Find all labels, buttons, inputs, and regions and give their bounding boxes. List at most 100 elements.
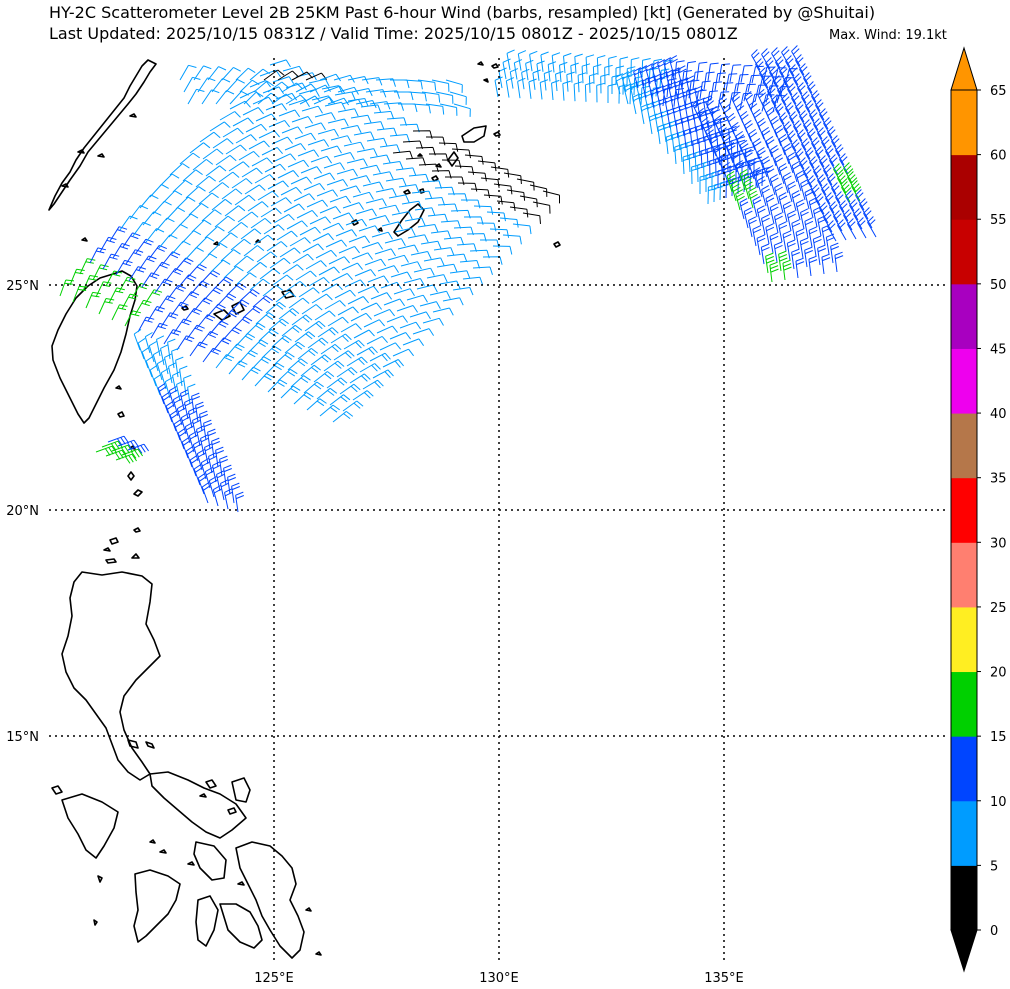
wind-barb (577, 72, 587, 93)
wind-barb (211, 437, 220, 459)
wind-barb (380, 281, 403, 290)
wind-barb (211, 78, 231, 93)
wind-barb (353, 131, 375, 140)
wind-barb (215, 446, 224, 468)
wind-barb (316, 189, 339, 197)
wind-barb (179, 365, 188, 387)
wind-barb (354, 269, 377, 277)
wind-barb (433, 247, 455, 256)
wind-barb (837, 172, 848, 194)
wind-barb (805, 147, 815, 169)
wind-barb (847, 171, 858, 193)
wind-barb (204, 467, 214, 489)
wind-barb (101, 440, 124, 451)
wind-barb (164, 353, 173, 375)
wind-barb (774, 124, 784, 147)
wind-barb (109, 226, 128, 242)
wind-barb (218, 171, 240, 183)
wind-barb (467, 171, 487, 182)
wind-barb (168, 223, 188, 238)
wind-barb (269, 257, 291, 269)
wind-barb (731, 93, 741, 115)
wind-barb (757, 146, 766, 169)
wind-barb (203, 419, 212, 441)
wind-barb (585, 54, 595, 75)
wind-barb (473, 205, 494, 215)
wind-barb (222, 326, 242, 341)
wind-barb (739, 169, 750, 191)
colorbar-tick-label: 50 (990, 278, 1007, 293)
wind-barb (160, 368, 169, 390)
wind-barb (789, 64, 799, 86)
wind-barb (145, 355, 154, 378)
wind-barb (677, 65, 687, 87)
wind-barb (196, 425, 205, 447)
wind-barb (259, 268, 281, 280)
wind-barb (262, 285, 284, 297)
wind-barb (777, 84, 787, 106)
wind-barb (326, 179, 349, 187)
wind-barb (761, 214, 770, 236)
wind-barb (411, 103, 431, 114)
wind-barb (726, 171, 737, 193)
wind-barb (791, 219, 801, 241)
wind-barb (237, 211, 259, 223)
wind-barb (243, 91, 264, 105)
wind-barb (793, 73, 803, 95)
wind-barb (161, 391, 171, 414)
wind-barb (185, 445, 195, 468)
wind-barb (427, 213, 449, 223)
wind-barb (245, 322, 266, 336)
mindoro-outline (61, 793, 119, 859)
wind-barb (773, 241, 783, 263)
wind-barb (800, 208, 809, 230)
wind-barb (272, 274, 294, 286)
wind-barb (95, 445, 118, 456)
wind-barb (188, 407, 197, 429)
wind-barb (713, 143, 723, 166)
wind-barb (225, 343, 245, 358)
wind-barb (287, 358, 308, 371)
wind-barb (779, 65, 789, 87)
wind-barb (187, 383, 196, 405)
colorbar-segment (951, 671, 977, 737)
wind-barb (187, 88, 205, 105)
wind-barb (111, 304, 128, 321)
wind-barb (782, 259, 792, 281)
wind-barb (203, 286, 223, 301)
wind-barb (183, 374, 192, 396)
wind-barb (439, 103, 458, 116)
lon-label-130: 130°E (479, 971, 519, 986)
wind-barb (263, 224, 285, 235)
wind-barb (278, 109, 301, 118)
wind-barb (781, 46, 791, 68)
wind-barb (779, 112, 789, 134)
wind-barb (761, 126, 771, 149)
wind-barb (414, 207, 436, 216)
wind-barb (291, 116, 314, 124)
wind-barb (179, 152, 200, 165)
wind-barb (149, 184, 169, 198)
wind-barb (817, 244, 826, 266)
wind-barb (581, 63, 591, 84)
wind-barb (353, 329, 375, 339)
wind-barb (159, 173, 180, 187)
wind-barb (709, 134, 719, 157)
wind-barb (751, 49, 761, 71)
wind-barb (326, 377, 348, 389)
colorbar-segment (951, 800, 977, 866)
wind-barb (509, 68, 519, 89)
wind-barb (277, 170, 299, 179)
wind-barb (341, 262, 363, 271)
wind-barb (413, 267, 435, 276)
wind-barb (419, 301, 441, 310)
wind-barb (823, 211, 833, 233)
colorbar-tick-label: 40 (990, 407, 1007, 422)
wind-barb (222, 127, 244, 138)
wind-barb (333, 152, 355, 160)
wind-barb (185, 186, 206, 199)
wind-barb (342, 202, 365, 210)
wind-barb (301, 304, 323, 315)
wind-barb (344, 279, 366, 288)
wind-barb (410, 251, 432, 260)
